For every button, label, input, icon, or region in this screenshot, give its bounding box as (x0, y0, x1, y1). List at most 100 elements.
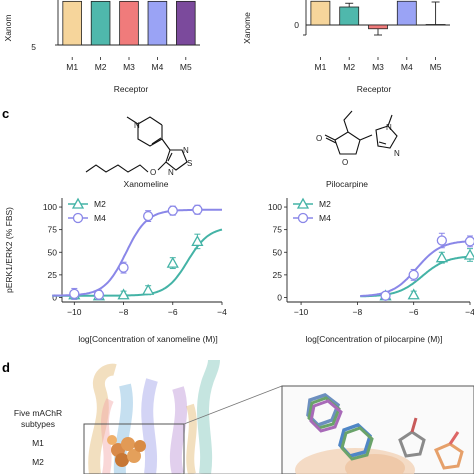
x-tick-label--10: −10 (294, 307, 309, 317)
data-point-M2 (463, 248, 474, 260)
top-left-bar-chart: M1 M2 M3 M4 M5 (55, 0, 200, 72)
panel-d-legend-m1: M1 (32, 438, 44, 448)
panel-label-d: d (2, 360, 10, 375)
data-point-M4 (69, 288, 80, 300)
x-tick-label-M2: M2 (343, 62, 355, 72)
legend-marker-M4 (72, 212, 84, 224)
y-tick-label-75: 75 (273, 225, 283, 235)
x-tick-label--4: −4 (217, 307, 227, 317)
x-tick-label-M4: M4 (401, 62, 413, 72)
x-tick-label--8: −8 (119, 307, 129, 317)
x-tick-label-M5: M5 (430, 62, 442, 72)
data-point-M2 (142, 283, 155, 295)
zoomed-binding-site (281, 385, 474, 474)
legend-label-M4: M4 (319, 213, 331, 223)
xanomeline-atom-s: S (187, 159, 192, 168)
data-point-M4 (192, 204, 203, 215)
receptor-structure-overlay (83, 359, 283, 474)
data-point-M4 (167, 205, 178, 216)
xanomeline-structure (85, 116, 188, 173)
fit-curve-M4 (360, 240, 471, 297)
bar-M3 (368, 24, 388, 30)
y-tick-label-50: 50 (48, 247, 58, 257)
pilocarpine-atom-o-ring: O (342, 158, 348, 167)
bar-M5 (425, 24, 446, 26)
data-point-M4 (143, 210, 154, 222)
fit-curve-M2 (360, 255, 470, 298)
bar-M1 (310, 0, 331, 26)
c1-xlabel: log[Concentration of xanomeline (M)] (78, 334, 217, 344)
y-tick-label-100: 100 (43, 202, 57, 212)
x-tick-label--8: −8 (353, 307, 363, 317)
data-point-M2 (166, 256, 179, 268)
bar-M2 (339, 6, 360, 26)
legend-label-M2: M2 (319, 199, 331, 209)
xanomeline-atom-n2: N (183, 146, 189, 155)
data-point-M4 (380, 290, 391, 301)
top-right-ytick: 0 (294, 20, 299, 30)
data-point-M2 (191, 235, 204, 247)
legend-label-M4: M4 (94, 213, 106, 223)
pilocarpine-atom-n1: N (386, 123, 392, 132)
x-tick-label-M3: M3 (372, 62, 384, 72)
data-point-M4 (436, 235, 447, 246)
data-point-M2 (117, 288, 130, 300)
legend-label-M2: M2 (94, 199, 106, 209)
top-right-xlabel: Receptor (357, 84, 392, 94)
x-tick-label-M1: M1 (314, 62, 326, 72)
bar-M1 (62, 0, 82, 46)
x-tick-label--10: −10 (67, 307, 82, 317)
top-left-ytick: 5 (31, 42, 36, 52)
y-tick-label-25: 25 (48, 270, 58, 280)
data-point-M2 (435, 251, 448, 263)
panel-d-legend-title-2: subtypes (21, 419, 55, 429)
x-tick-label-M2: M2 (95, 62, 107, 72)
pilocarpine-name: Pilocarpine (326, 179, 368, 189)
top-left-xlabel: Receptor (114, 84, 149, 94)
bar-M4 (147, 0, 168, 46)
x-tick-label-M3: M3 (123, 62, 135, 72)
y-tick-label-50: 50 (273, 247, 283, 257)
pilocarpine-structure (324, 110, 398, 155)
bar-M2 (90, 0, 111, 46)
legend-marker-M2 (71, 197, 85, 209)
x-tick-label--6: −6 (409, 307, 419, 317)
x-tick-label-M5: M5 (180, 62, 192, 72)
xanomeline-atom-n3: N (168, 168, 174, 177)
y-tick-label-25: 25 (273, 270, 283, 280)
bar-M4 (396, 0, 417, 26)
y-tick-label-0: 0 (52, 292, 57, 302)
x-tick-label--4: −4 (465, 307, 474, 317)
data-point-M4 (118, 262, 129, 273)
top-right-ylabel: Xanome (242, 12, 252, 44)
top-left-ylabel: Xanom (3, 15, 13, 42)
c1-ylabel: pERK1/ERK2 (% FBS) (4, 207, 14, 293)
bar-M5 (176, 0, 196, 46)
panel-d-legend-m2: M2 (32, 457, 44, 467)
xanomeline-atom-n: N (134, 121, 140, 130)
fit-curve-M2 (52, 228, 223, 297)
x-tick-label--6: −6 (168, 307, 178, 317)
data-point-M4 (408, 269, 419, 281)
xanomeline-name: Xanomeline (124, 179, 169, 189)
x-tick-label-M1: M1 (66, 62, 78, 72)
pilocarpine-atom-o-carbonyl: O (316, 134, 322, 143)
data-point-M4 (93, 289, 105, 300)
legend-marker-M4 (297, 212, 309, 224)
c2-xlabel: log[Concentration of pilocarpine (M)] (305, 334, 442, 344)
data-point-M2 (407, 288, 420, 300)
xanomeline-dose-response-chart: 0 25 50 75 100 −10 −8 −6 −4 M2 M4 (43, 197, 227, 317)
y-tick-label-100: 100 (268, 202, 282, 212)
legend-marker-M2 (296, 197, 310, 209)
pilocarpine-atom-n2: N (394, 149, 400, 158)
y-tick-label-0: 0 (277, 292, 282, 302)
panel-d-legend-title-1: Five mAChR (14, 408, 62, 418)
top-right-bar-chart: M1 M2 M3 M4 M5 (303, 0, 450, 72)
xanomeline-atom-o: O (150, 168, 156, 177)
data-point-M4 (464, 236, 474, 247)
bar-M3 (119, 0, 139, 46)
pilocarpine-dose-response-chart: 0 25 50 75 100 −10 −8 −6 −4 M2 M4 (268, 197, 474, 317)
x-tick-label-M4: M4 (151, 62, 163, 72)
panel-label-c: c (2, 106, 9, 121)
